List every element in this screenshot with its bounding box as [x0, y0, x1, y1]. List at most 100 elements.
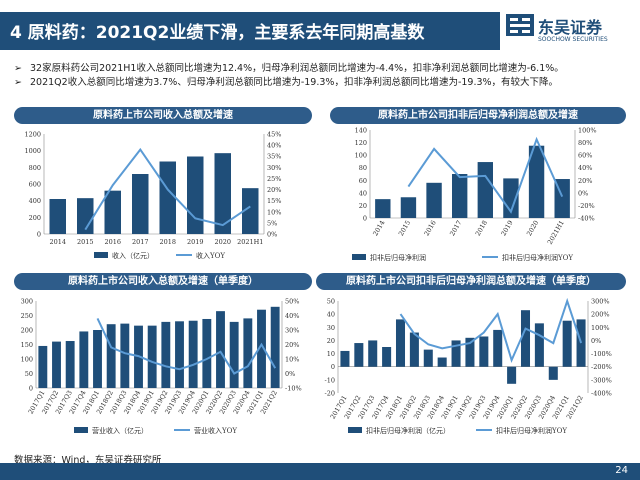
y-right-tick-label: 40% — [267, 142, 281, 150]
y-right-tick-label: -40% — [578, 215, 595, 223]
y-right-tick-label: 40% — [285, 312, 299, 320]
bar — [65, 341, 75, 388]
bar — [242, 188, 259, 234]
y-left-tick-label: 1200 — [24, 131, 41, 139]
y-right-tick-label: 35% — [267, 153, 281, 161]
bar — [38, 345, 48, 388]
data-source: 数据来源：Wind，东吴证券研究所 — [14, 455, 162, 466]
x-tick-label: 2014 — [371, 219, 386, 237]
bar — [400, 197, 417, 218]
bar — [161, 321, 171, 388]
x-tick-label: 2014 — [49, 238, 66, 246]
legend-label-bar: 扣非后归母净利润（亿元） — [366, 426, 450, 435]
x-tick-label: 2016 — [104, 238, 121, 246]
x-tick-label: 2019 — [187, 238, 204, 246]
bar — [576, 319, 586, 367]
bar — [375, 199, 391, 218]
y-left-tick-label: 100 — [21, 356, 33, 364]
chart-title-annual-revenue: 原料药上市公司收入总额及增速 — [14, 107, 312, 124]
bar — [409, 332, 419, 367]
legend-label-bar: 扣非后归母净利润 — [370, 253, 426, 262]
y-left-tick-label: 40 — [327, 311, 335, 319]
bar — [104, 190, 121, 234]
chart-quarterly-revenue: 050100150200250300-10%0%10%20%30%40%50%2… — [21, 298, 302, 436]
y-left-tick-label: 600 — [29, 181, 41, 189]
chart-title-quarterly-profit: 原料药上市公司扣非后归母净利润总额及增速（单季度） — [316, 273, 626, 290]
bar — [534, 323, 544, 367]
y-left-tick-label: -20 — [325, 390, 335, 398]
chart-title-quarterly-revenue: 原料药上市公司收入总额及增速（单季度） — [14, 273, 312, 290]
bar — [52, 341, 61, 388]
y-right-tick-label: 0% — [591, 337, 601, 345]
bar — [106, 324, 116, 388]
y-left-tick-label: 1000 — [24, 147, 41, 155]
y-left-tick-label: 0 — [363, 215, 367, 223]
bar — [243, 318, 253, 388]
series-line — [407, 136, 564, 214]
x-tick-label: 2016 — [423, 219, 438, 237]
chart-quarterly-profit: -20 -10 0 10 20 30 40 50 -400% -300% -200% -100% 0% 1… — [325, 298, 612, 436]
logo-mark-icon — [506, 14, 534, 36]
y-right-tick-label: 30% — [267, 164, 281, 172]
bar — [423, 349, 433, 367]
bullet-marker-icon: ➢ — [14, 63, 22, 74]
bar — [257, 309, 266, 388]
y-right-tick-label: -20% — [578, 202, 595, 210]
bar — [562, 320, 572, 367]
legend-label-bar: 营业收入（亿元） — [92, 426, 148, 435]
x-tick-label: 2021H1 — [237, 238, 263, 246]
bar — [187, 156, 204, 234]
chart-annual-revenue: 0 200 400 600 800 1000 1200 0% 5% 10% 15% 20% 25% 30%… — [24, 131, 281, 261]
y-right-tick-label: -10% — [285, 385, 302, 393]
legend-swatch-bar — [74, 427, 88, 433]
bar — [147, 325, 157, 388]
bar — [120, 323, 130, 388]
bar — [426, 182, 442, 218]
y-right-tick-label: -400% — [591, 390, 612, 398]
y-left-tick-label: 50 — [327, 298, 335, 306]
y-right-tick-label: 45% — [267, 131, 281, 139]
y-right-tick-label: 0% — [267, 231, 277, 239]
bar — [451, 340, 461, 367]
legend-label-bar: 收入（亿元） — [112, 251, 154, 260]
bar — [528, 145, 545, 218]
bullet-list: ➢ 32家原料药公司2021H1收入总额同比增速为12.4%，归母净利润总额同比… — [14, 62, 634, 89]
y-left-tick-label: 30 — [327, 324, 335, 332]
y-right-tick-label: 60% — [578, 152, 592, 160]
y-right-tick-label: 20% — [578, 177, 592, 185]
y-right-tick-label: 20% — [267, 186, 281, 194]
y-left-tick-label: 0 — [37, 231, 41, 239]
y-left-tick-label: 120 — [355, 139, 367, 147]
y-left-tick-label: 0 — [29, 385, 33, 393]
bar — [132, 174, 149, 234]
y-right-tick-label: 100% — [578, 127, 597, 135]
header-bar: 4 原料药：2021Q2业绩下滑，主要系去年同期高基数 — [0, 12, 500, 50]
y-left-tick-label: 20 — [359, 202, 367, 210]
bar — [548, 366, 558, 380]
legend-swatch-bar — [94, 252, 108, 258]
legend-label-line: 营业收入YOY — [194, 426, 237, 435]
bar — [503, 178, 519, 218]
bar — [340, 350, 350, 367]
legend-label-line: 扣非后归母净利润YOY — [502, 253, 573, 262]
x-tick-label: 2019 — [499, 219, 514, 237]
legend-swatch-bar — [352, 254, 366, 260]
bar — [437, 357, 447, 367]
bullet-item: ➢ 32家原料药公司2021H1收入总额同比增速为12.4%，归母净利润总额同比… — [14, 62, 634, 76]
y-right-tick-label: 200% — [591, 311, 610, 319]
brand-logo: 东吴证券 SOOCHOW SECURITIES — [500, 6, 640, 50]
y-right-tick-label: 50% — [285, 298, 299, 306]
bar — [354, 343, 364, 367]
y-right-tick-label: 10% — [267, 208, 281, 216]
bar — [188, 320, 198, 388]
bar — [382, 347, 392, 367]
bar — [507, 366, 517, 384]
chart-title-annual-profit: 原料药上市公司扣非后归母净利润总额及增速 — [330, 107, 626, 124]
bullet-text: 32家原料药公司2021H1收入总额同比增速为12.4%，归母净利润总额同比增速… — [30, 63, 564, 74]
y-left-tick-label: 250 — [21, 312, 33, 320]
bar — [175, 321, 184, 388]
y-left-tick-label: 60 — [359, 177, 367, 185]
bullet-item: ➢ 2021Q2收入总额同比增速为3.7%、归母净利润总额同比增速为-19.3%… — [14, 76, 634, 90]
y-left-tick-label: -10 — [325, 376, 335, 384]
y-left-tick-label: 100 — [355, 152, 367, 160]
